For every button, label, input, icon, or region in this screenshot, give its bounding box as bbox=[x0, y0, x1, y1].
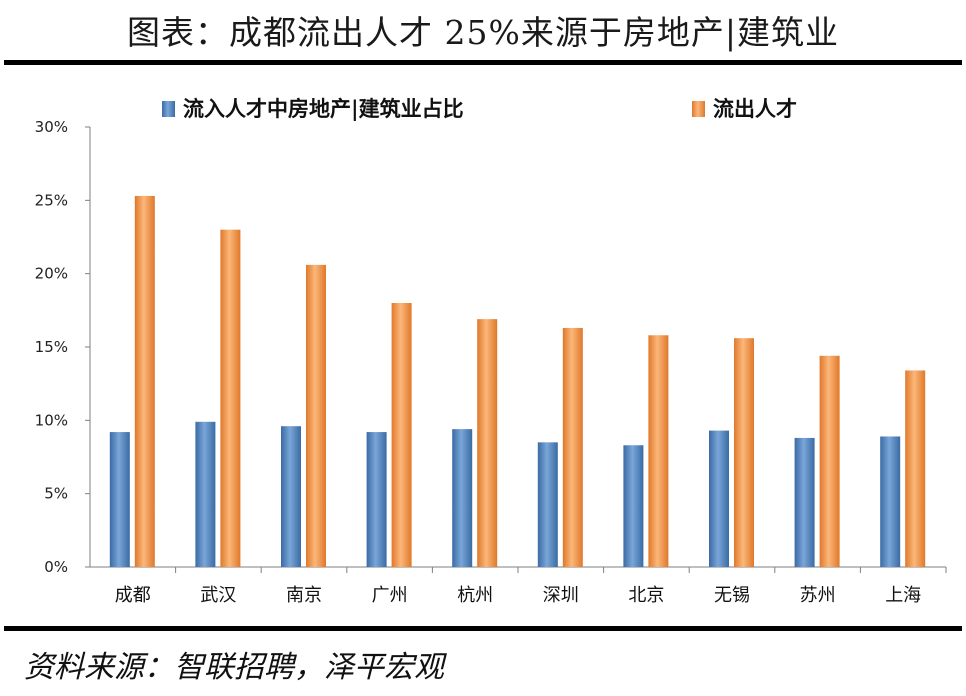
y-tick-label: 20% bbox=[35, 265, 68, 283]
outflow-bar bbox=[134, 195, 155, 567]
outflow-bar bbox=[391, 303, 412, 567]
outflow-bar bbox=[819, 355, 840, 567]
legend-swatch-inflow bbox=[162, 101, 175, 117]
inflow-bar bbox=[794, 437, 815, 567]
title-divider bbox=[4, 60, 962, 65]
x-category-label: 成都 bbox=[115, 585, 151, 606]
inflow-bar bbox=[537, 442, 558, 567]
inflow-bar bbox=[709, 430, 729, 567]
x-category-label: 上海 bbox=[885, 585, 921, 606]
outflow-bar bbox=[648, 335, 669, 567]
x-category-label: 无锡 bbox=[714, 585, 750, 606]
legend: 流入人才中房地产|建筑业占比 流出人才 bbox=[162, 96, 797, 121]
legend-label-outflow: 流出人才 bbox=[713, 96, 797, 121]
x-category-label: 广州 bbox=[372, 585, 408, 606]
legend-swatch-outflow bbox=[692, 101, 705, 117]
inflow-bar bbox=[880, 436, 901, 567]
y-tick-label: 15% bbox=[35, 338, 68, 356]
y-tick-label: 30% bbox=[35, 118, 68, 136]
legend-label-inflow: 流入人才中房地产|建筑业占比 bbox=[183, 96, 464, 121]
inflow-bar bbox=[195, 421, 216, 567]
x-category-label: 深圳 bbox=[543, 585, 579, 606]
x-category-label: 南京 bbox=[286, 585, 322, 606]
inflow-bar bbox=[109, 432, 130, 567]
outflow-bar bbox=[220, 229, 241, 567]
x-category-label: 北京 bbox=[628, 585, 664, 606]
y-tick-label: 5% bbox=[44, 485, 68, 503]
x-category-label: 杭州 bbox=[457, 585, 493, 606]
y-tick-label: 25% bbox=[35, 191, 68, 209]
inflow-bar bbox=[623, 445, 644, 567]
x-category-label: 苏州 bbox=[800, 585, 836, 606]
inflow-bar bbox=[452, 429, 473, 567]
source-note: 资料来源：智联招聘，泽平宏观 bbox=[24, 650, 444, 685]
outflow-bar bbox=[306, 264, 326, 567]
outflow-bar bbox=[477, 319, 498, 567]
x-category-label: 武汉 bbox=[200, 585, 236, 606]
outflow-bar bbox=[734, 338, 754, 567]
inflow-bar bbox=[366, 432, 387, 567]
bar-chart: 流入人才中房地产|建筑业占比 流出人才 0% 5% 10% 15% 20% 25% 30% 成… bbox=[35, 96, 947, 606]
y-tick-label: 10% bbox=[35, 411, 68, 429]
footer-divider bbox=[4, 626, 962, 631]
outflow-bar bbox=[562, 327, 583, 567]
outflow-bar bbox=[905, 370, 926, 567]
y-tick-label: 0% bbox=[44, 558, 68, 576]
page-title: 图表：成都流出人才 25%来源于房地产|建筑业 bbox=[127, 13, 839, 52]
inflow-bar bbox=[281, 426, 301, 567]
